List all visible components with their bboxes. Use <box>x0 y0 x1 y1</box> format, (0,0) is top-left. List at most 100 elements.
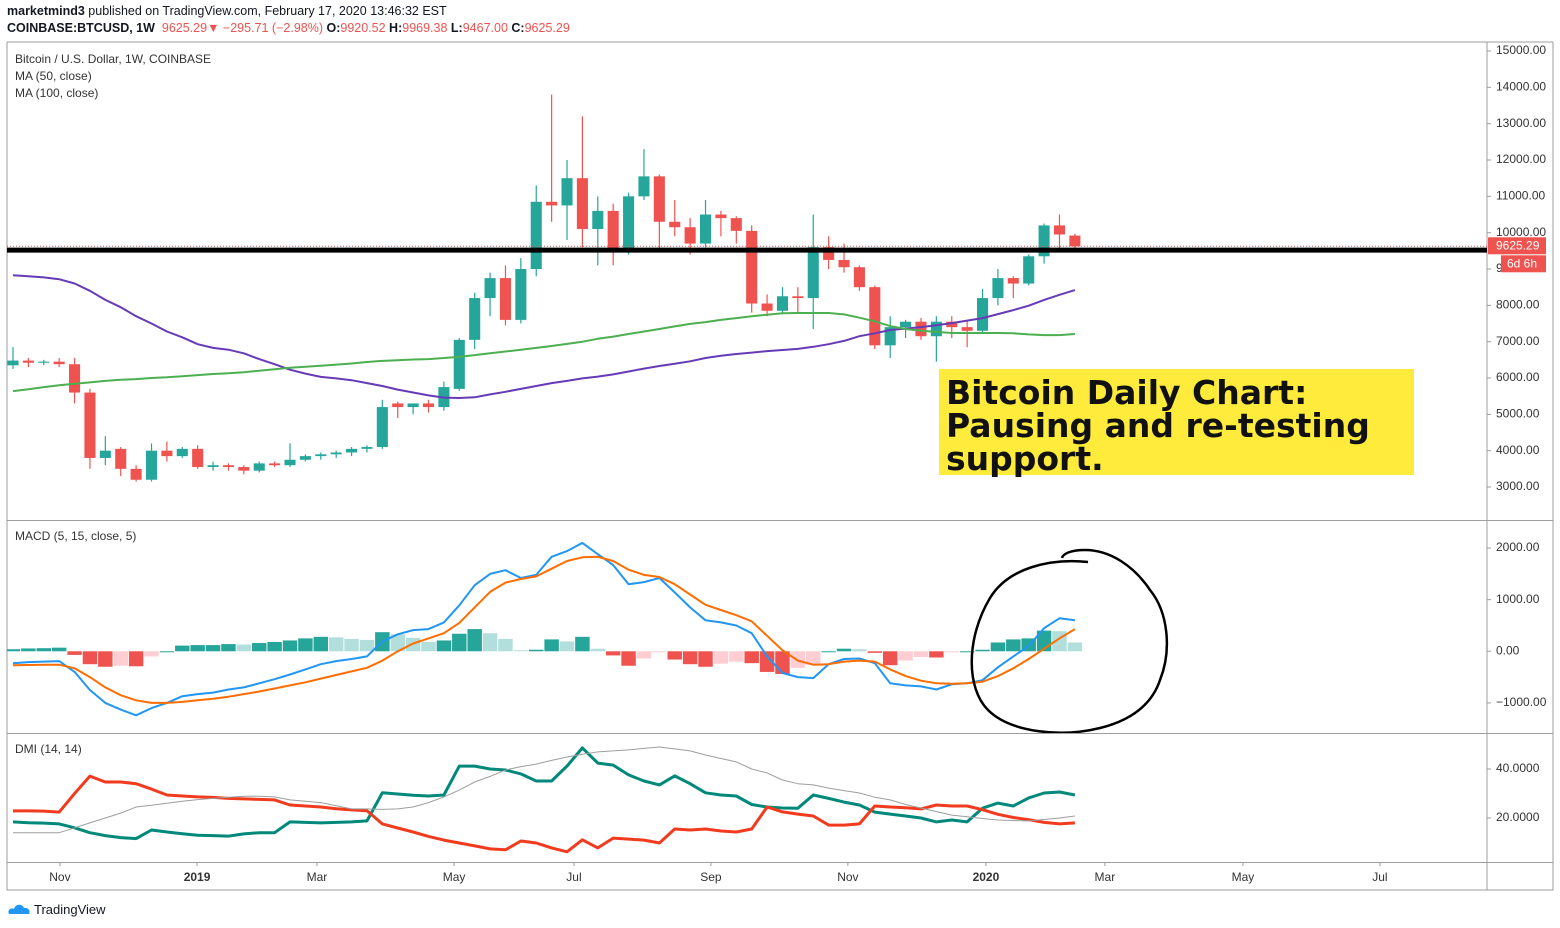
histogram-bar <box>1067 642 1083 652</box>
histogram-bar <box>205 645 221 652</box>
annotation: Bitcoin Daily Chart:Pausing and re-testi… <box>939 369 1414 478</box>
candle-body <box>161 450 173 457</box>
histogram-bar <box>144 651 159 657</box>
candle-body <box>669 221 681 228</box>
histogram-bar <box>313 636 329 652</box>
header-line-2: COINBASE:BTCUSD, 1W 9625.29▼ −295.71 (−2… <box>7 21 570 35</box>
histogram-bar <box>67 651 82 655</box>
x-tick-label: May <box>1232 870 1255 884</box>
histogram-bar <box>590 648 606 652</box>
histogram-bar <box>898 651 913 661</box>
candle-body <box>607 210 619 251</box>
histogram-bar <box>544 639 559 652</box>
y-tick-label: 14000.00 <box>1496 80 1546 94</box>
y-tick-label: 7000.00 <box>1496 334 1540 348</box>
candle-body <box>376 407 388 448</box>
candle-body <box>900 321 912 328</box>
histogram-bar <box>36 648 52 652</box>
candle-body <box>130 468 142 480</box>
candle-body <box>653 176 665 222</box>
histogram-bar <box>559 641 575 652</box>
frame <box>6 41 1554 891</box>
histogram-bar <box>390 634 405 652</box>
candle-body <box>238 467 250 471</box>
publisher: marketmind3 <box>7 4 85 18</box>
series-line <box>12 312 1075 393</box>
candle-body <box>976 298 989 331</box>
candle-body <box>330 452 342 455</box>
histogram-bar <box>729 651 744 662</box>
candle-body <box>561 178 573 206</box>
histogram-bar <box>882 651 898 666</box>
symbol: COINBASE:BTCUSD, 1W <box>7 21 155 35</box>
candle-body <box>69 364 81 393</box>
candle-body <box>746 230 758 304</box>
y-tick-label: 20.0000 <box>1496 810 1540 824</box>
last-price-box <box>1488 237 1546 255</box>
ohlc-value: 9625.29 <box>524 21 570 35</box>
y-tick-label: 2000.00 <box>1496 540 1540 554</box>
candle-body <box>576 178 588 230</box>
histogram-bar <box>221 644 236 652</box>
candle-body <box>284 459 296 466</box>
candle-body <box>838 259 850 268</box>
candle-body <box>961 327 973 331</box>
y-tick-label: 15000.00 <box>1496 43 1546 57</box>
histogram-bar <box>436 640 452 652</box>
candle-body <box>346 448 358 453</box>
y-tick-label: 8000.00 <box>1496 298 1540 312</box>
histogram-bar <box>98 651 113 667</box>
candle-body <box>915 321 927 337</box>
countdown-box <box>1501 255 1546 273</box>
brand-logo <box>8 904 30 914</box>
x-tick-label: Jul <box>566 870 581 884</box>
histogram-bar <box>482 633 498 652</box>
histogram-bar <box>821 651 836 653</box>
histogram-bar <box>452 633 467 652</box>
series-line <box>12 541 1076 717</box>
candle-body <box>823 247 835 260</box>
candle-body <box>730 218 742 231</box>
series-line <box>12 555 1076 704</box>
histogram-bar <box>744 651 759 664</box>
candle-body <box>792 296 804 299</box>
ohlc-label: L: <box>450 21 463 35</box>
series-line <box>12 746 1076 841</box>
candle-body <box>499 278 512 320</box>
y-tick-label: 12000.00 <box>1496 152 1546 166</box>
histogram-bar <box>605 651 621 656</box>
candle-body <box>84 392 96 458</box>
histogram-bar <box>513 650 529 652</box>
series-line <box>12 274 1076 399</box>
histogram-bar <box>990 642 1006 652</box>
histogram-bar <box>529 649 544 652</box>
candle-body <box>992 278 1004 299</box>
candle-body <box>269 463 281 466</box>
y-tick-label: 11000.00 <box>1496 189 1545 203</box>
candle-body <box>869 287 881 346</box>
histogram-bar <box>128 651 144 667</box>
histogram-bar <box>467 629 482 652</box>
candle-body <box>1038 225 1050 257</box>
histogram-bar <box>713 651 729 664</box>
x-tick-label: Jul <box>1372 870 1387 884</box>
histogram-bar <box>251 643 267 652</box>
candle-body <box>53 361 65 365</box>
histogram-bar <box>498 638 513 652</box>
plot-layer: Nov 2019 Mar May Jul Sep Nov 2020 Mar May Jul Bitco… <box>7 43 1547 884</box>
ohlc-value: 9969.38 <box>402 21 448 35</box>
candle-body <box>807 247 819 299</box>
candle-body <box>592 210 604 230</box>
candle-body <box>469 298 481 340</box>
header-line-1: marketmind3 published on TradingView.com… <box>7 4 447 18</box>
candle-body <box>930 321 942 337</box>
histogram-bar <box>682 651 698 665</box>
histogram-bar <box>328 637 344 652</box>
histogram-bar <box>975 649 990 652</box>
candle-body <box>176 448 188 457</box>
candle-body <box>453 339 465 389</box>
histogram-bar <box>806 651 821 665</box>
histogram-bar <box>652 651 667 653</box>
candle-body <box>638 176 650 197</box>
